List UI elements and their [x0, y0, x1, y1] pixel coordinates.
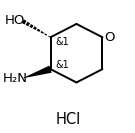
Polygon shape: [22, 66, 52, 78]
Text: &1: &1: [55, 37, 69, 47]
Text: H₂N: H₂N: [3, 72, 28, 85]
Text: &1: &1: [55, 59, 69, 70]
Text: HO: HO: [4, 14, 25, 27]
Text: O: O: [104, 31, 115, 44]
Text: HCl: HCl: [55, 112, 80, 127]
